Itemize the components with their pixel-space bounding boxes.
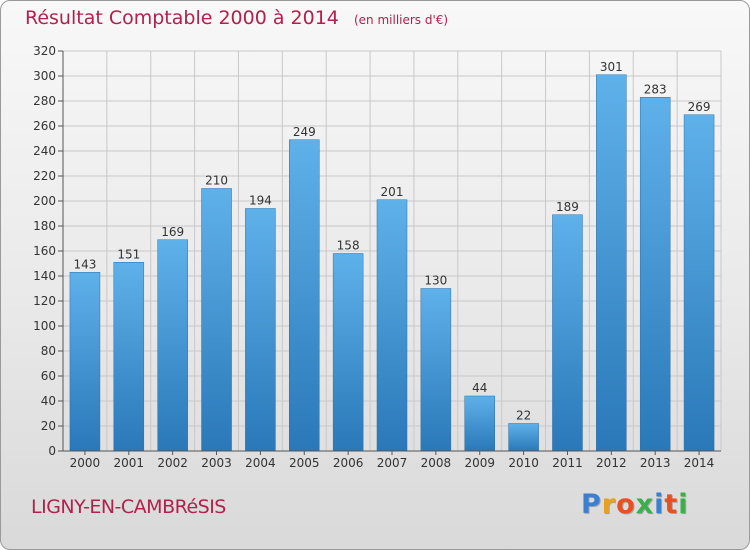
y-tick-label: 180 — [33, 219, 56, 233]
bar-2010 — [508, 423, 539, 452]
bar-2002 — [157, 239, 188, 452]
logo-letter: o — [616, 489, 636, 520]
logo-letter: r — [601, 489, 617, 520]
x-tick-label-2003: 2003 — [201, 456, 232, 470]
value-label-2002: 169 — [161, 225, 184, 239]
value-label-2008: 130 — [424, 274, 447, 288]
logo-letter: P — [581, 489, 602, 520]
proxiti-logo[interactable]: Proxiti — [581, 489, 689, 520]
bar-2014 — [683, 114, 715, 452]
x-tick-label-2010: 2010 — [508, 456, 539, 470]
x-tick-label-2006: 2006 — [333, 456, 364, 470]
value-label-2011: 189 — [556, 200, 579, 214]
y-tick-label: 0 — [48, 444, 56, 458]
bar-2000 — [69, 272, 101, 452]
commune-name: LIGNY-EN-CAMBRéSIS — [31, 496, 226, 518]
value-labels: 143 151 169 210 194 249 158 201 130 44 22 189 301 283… — [73, 60, 710, 423]
bar-2001 — [113, 262, 145, 452]
y-tick-label: 60 — [41, 369, 56, 383]
y-tick-label: 220 — [33, 169, 56, 183]
value-label-2007: 201 — [381, 185, 404, 199]
bar-2003 — [201, 188, 232, 452]
y-tick-label: 280 — [33, 94, 56, 108]
value-label-2012: 301 — [600, 60, 623, 74]
value-label-2003: 210 — [205, 174, 228, 188]
x-tick-label-2004: 2004 — [245, 456, 276, 470]
x-tick-label-2002: 2002 — [157, 456, 188, 470]
title-row: Résultat Comptable 2000 à 2014 (en milli… — [25, 7, 448, 29]
y-tick-label: 160 — [33, 244, 56, 258]
bar-2009 — [464, 395, 495, 452]
y-tick-label: 140 — [33, 269, 56, 283]
bar-2004 — [245, 208, 276, 452]
x-tick-label-2007: 2007 — [377, 456, 408, 470]
x-tick-label-2012: 2012 — [596, 456, 627, 470]
bar-2005 — [289, 139, 320, 452]
chart-title: Résultat Comptable 2000 à 2014 — [25, 7, 339, 29]
value-label-2010: 22 — [516, 409, 531, 423]
value-label-2009: 44 — [472, 381, 487, 395]
value-label-2005: 249 — [293, 125, 316, 139]
x-tick-label-2014: 2014 — [684, 456, 715, 470]
value-label-2001: 151 — [117, 247, 140, 261]
x-tick-label-2008: 2008 — [421, 456, 452, 470]
value-label-2000: 143 — [73, 257, 96, 271]
y-tick-label: 80 — [41, 344, 56, 358]
bar-2007 — [376, 199, 408, 452]
bar-2013 — [639, 97, 671, 452]
x-tick-label-2001: 2001 — [114, 456, 145, 470]
value-label-2004: 194 — [249, 194, 272, 208]
y-tick-label: 20 — [41, 419, 56, 433]
logo-letter: i — [678, 489, 689, 520]
x-tick-label-2011: 2011 — [552, 456, 583, 470]
value-label-2014: 269 — [688, 100, 711, 114]
bar-2011 — [552, 214, 583, 452]
x-tick-label-2005: 2005 — [289, 456, 320, 470]
value-label-2006: 158 — [337, 239, 360, 253]
axes: 0 20 40 60 80 100 120 140 160 180 200 220 240 260 280 3… — [33, 44, 721, 470]
x-tick-label-2013: 2013 — [640, 456, 671, 470]
y-tick-label: 320 — [33, 44, 56, 58]
y-tick-label: 300 — [33, 69, 56, 83]
logo-letter: x — [635, 489, 655, 520]
y-tick-label: 200 — [33, 194, 56, 208]
x-tick-label-2009: 2009 — [464, 456, 495, 470]
y-tick-label: 120 — [33, 294, 56, 308]
logo-letter: t — [664, 489, 679, 520]
y-tick-label: 100 — [33, 319, 56, 333]
chart-subtitle: (en milliers d'€) — [353, 13, 449, 27]
bar-2006 — [332, 253, 364, 452]
y-tick-label: 240 — [33, 144, 56, 158]
x-tick-label-2000: 2000 — [70, 456, 101, 470]
y-tick-label: 40 — [41, 394, 56, 408]
value-label-2013: 283 — [644, 82, 667, 96]
logo-letter: i — [654, 489, 665, 520]
bar-chart: 143 151 169 210 194 249 158 201 130 44 22 189 301 283… — [33, 44, 722, 470]
y-tick-label: 260 — [33, 119, 56, 133]
bar-2008 — [420, 288, 452, 452]
bars — [69, 74, 715, 452]
bar-2012 — [596, 74, 627, 452]
